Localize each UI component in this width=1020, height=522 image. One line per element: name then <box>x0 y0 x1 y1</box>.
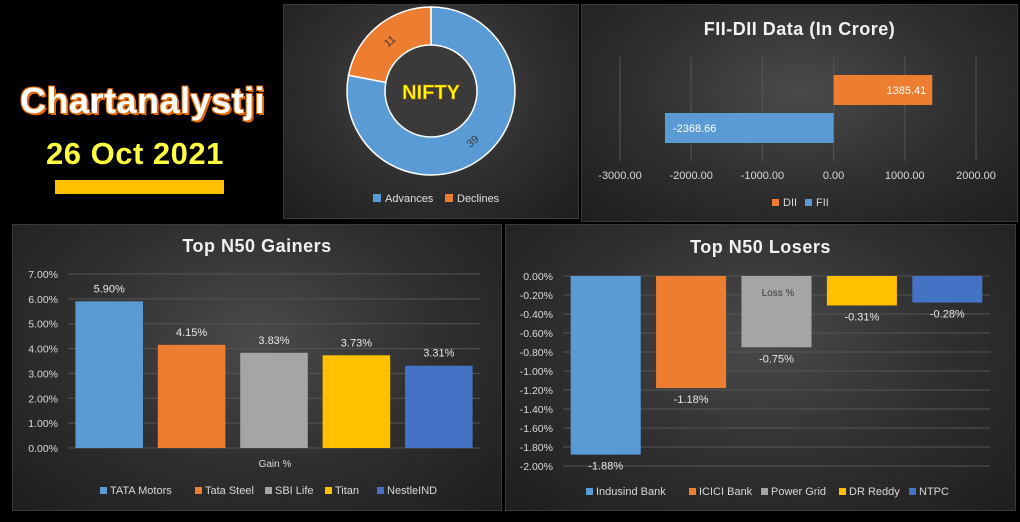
y-tick-label: 0.00% <box>28 443 58 455</box>
y-tick-label: 0.00% <box>523 271 553 283</box>
y-tick-label: 3.00% <box>28 368 58 380</box>
bar-sbi-life <box>240 352 308 448</box>
bar-value-label: -0.31% <box>844 311 879 323</box>
legend-label-sbi-life: SBI Life <box>275 485 314 497</box>
legend-label-fii: FII <box>816 197 829 209</box>
y-tick-label: 1.00% <box>28 418 58 430</box>
y-tick-label: -0.40% <box>520 309 553 321</box>
bar-tata-motors <box>75 301 143 448</box>
bar-titan <box>322 355 391 448</box>
legend-swatch-declines <box>445 194 453 202</box>
legend-label-power-grid: Power Grid <box>771 486 826 498</box>
legend-swatch-tata-steel <box>195 487 202 494</box>
y-tick-label: -1.00% <box>520 366 553 378</box>
y-tick-label: 4.00% <box>28 344 58 356</box>
fii-dii-panel: FII-DII Data (In Crore) -3000.00 -2000.00… <box>581 4 1018 222</box>
y-tick-label: -2.00% <box>520 461 553 473</box>
donut-slice-advances <box>346 6 516 176</box>
legend-label-nestleind: NestleIND <box>387 485 437 497</box>
legend-swatch-tata-motors <box>100 487 107 494</box>
x-tick-label: 1000.00 <box>885 170 925 182</box>
donut-center-label: NIFTY <box>402 82 460 104</box>
y-tick-label: -0.60% <box>520 328 553 340</box>
legend-swatch-fii <box>805 199 812 206</box>
legend-swatch-sbi-life <box>265 487 272 494</box>
bar-value-label: 4.15% <box>176 327 207 339</box>
bar-dii <box>833 75 933 105</box>
legend-swatch-dr-reddy <box>839 488 846 495</box>
y-tick-label: 2.00% <box>28 393 58 405</box>
bar-dr-reddy <box>826 276 897 306</box>
y-tick-label: -1.60% <box>520 423 553 435</box>
gainers-chart: 0.00% 1.00% 2.00% 3.00% 4.00% 5.00% 6.00% 7.00%… <box>28 269 480 497</box>
losers-panel: Top N50 Losers 0.00% -0.20% -0.40% -0.60% -0… <box>505 224 1016 511</box>
bar-value-label: -0.75% <box>759 353 794 365</box>
bar-power-grid <box>741 276 812 348</box>
legend-swatch-indusind-bank <box>586 488 593 495</box>
bar-value-label: 3.83% <box>258 335 289 347</box>
y-tick-label: 5.00% <box>28 319 58 331</box>
y-tick-label: 6.00% <box>28 294 58 306</box>
x-axis-label: Gain % <box>259 459 292 470</box>
legend-label-tata-motors: TATA Motors <box>110 485 172 497</box>
x-tick-label: -2000.00 <box>669 170 712 182</box>
y-tick-label: -1.40% <box>520 404 553 416</box>
bar-value-label: -0.28% <box>930 309 965 321</box>
bar-value-label: -1.18% <box>674 394 709 406</box>
y-tick-label: -0.80% <box>520 347 553 359</box>
legend-swatch-dii <box>772 199 779 206</box>
nifty-donut-panel: 39 11 NIFTY Advances Declines <box>283 4 579 219</box>
fii-dii-title: FII-DII Data (In Crore) <box>703 19 896 39</box>
x-tick-label: -3000.00 <box>598 170 641 182</box>
x-axis-label: Loss % <box>762 288 795 299</box>
legend-label-titan: Titan <box>335 485 359 497</box>
losers-title: Top N50 Losers <box>690 237 831 257</box>
y-tick-label: -1.80% <box>520 442 553 454</box>
bar-indusind-bank <box>570 276 641 455</box>
bar-icici-bank <box>656 276 727 389</box>
legend-label-dii: DII <box>783 197 797 209</box>
bar-nestleind <box>405 365 473 448</box>
gainers-title: Top N50 Gainers <box>182 236 332 256</box>
legend-label-indusind-bank: Indusind Bank <box>596 486 666 498</box>
bar-ntpc <box>912 276 983 303</box>
bar-value-label: 3.31% <box>423 348 454 360</box>
y-tick-label: -0.20% <box>520 290 553 302</box>
bar-value-label: -2368.66 <box>673 123 716 135</box>
legend-swatch-nestleind <box>377 487 384 494</box>
x-tick-label: -1000.00 <box>741 170 784 182</box>
legend-label-dr-reddy: DR Reddy <box>849 486 900 498</box>
bar-value-label: 1385.41 <box>886 85 926 97</box>
bar-tata-steel <box>157 344 226 448</box>
bar-fii <box>664 113 834 143</box>
legend-swatch-ntpc <box>909 488 916 495</box>
donut-hole <box>386 46 476 136</box>
legend-label-icici-bank: ICICI Bank <box>699 486 753 498</box>
donut-slice-declines <box>347 6 432 84</box>
y-tick-label: 7.00% <box>28 269 58 281</box>
bar-value-label: 5.90% <box>94 283 125 295</box>
legend-label-advances: Advances <box>385 193 434 205</box>
legend-label-declines: Declines <box>457 193 500 205</box>
legend-swatch-titan <box>325 487 332 494</box>
legend-swatch-advances <box>373 194 381 202</box>
report-date: 26 Oct 2021 <box>46 136 224 171</box>
bar-value-label: 3.73% <box>341 337 372 349</box>
legend-label-ntpc: NTPC <box>919 486 949 498</box>
brand-name: Chartanalystji <box>20 80 266 121</box>
yellow-accent-bar <box>55 180 224 194</box>
legend-swatch-icici-bank <box>689 488 696 495</box>
losers-chart: 0.00% -0.20% -0.40% -0.60% -0.80% -1.00% -1.20… <box>520 271 990 498</box>
x-tick-label: 2000.00 <box>956 170 996 182</box>
legend-label-tata-steel: Tata Steel <box>205 485 254 497</box>
legend-swatch-power-grid <box>761 488 768 495</box>
x-tick-label: 0.00 <box>823 170 844 182</box>
gainers-panel: Top N50 Gainers 0.00% 1.00% 2.00% 3.00% 4.00… <box>12 224 502 511</box>
donut-value-label: 39 <box>465 133 482 150</box>
bar-value-label: -1.88% <box>588 461 623 473</box>
fii-dii-chart: -3000.00 -2000.00 -1000.00 0.00 1000.00 2000.… <box>598 57 996 209</box>
y-tick-label: -1.20% <box>520 385 553 397</box>
